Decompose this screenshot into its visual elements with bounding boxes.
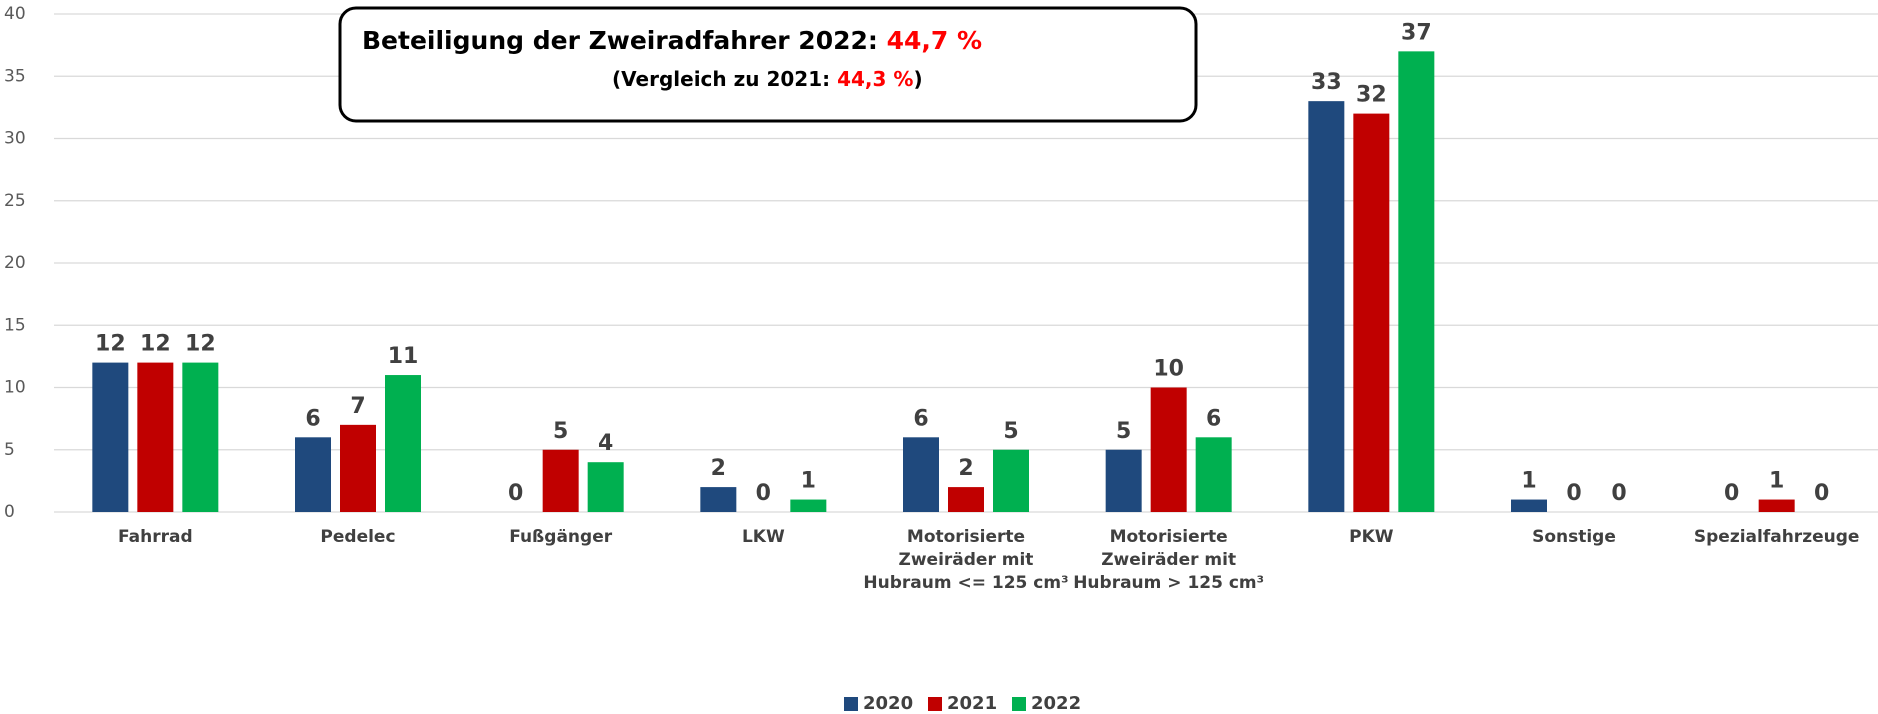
annotation-highlight: 44,7 % bbox=[887, 26, 982, 55]
x-tick-label-box: Pedelec bbox=[320, 527, 396, 547]
annotation-text: Beteiligung der Zweiradfahrer 2022: bbox=[362, 26, 887, 55]
x-tick-label: Spezialfahrzeuge bbox=[1693, 527, 1860, 547]
y-tick-label: 20 bbox=[4, 253, 26, 273]
bar bbox=[385, 375, 421, 512]
data-label: 0 bbox=[508, 481, 523, 506]
x-tick-label: Sonstige bbox=[1532, 527, 1616, 547]
x-tick-label: Motorisierte Zweiräder mit Hubraum <= 12… bbox=[863, 527, 1069, 593]
data-label: 10 bbox=[1153, 357, 1184, 382]
bar bbox=[903, 437, 939, 512]
bar bbox=[587, 462, 624, 512]
legend-swatch bbox=[928, 697, 942, 711]
y-tick-label: 0 bbox=[4, 502, 15, 522]
bar bbox=[542, 449, 579, 512]
y-tick-label: 15 bbox=[4, 315, 26, 335]
y-tick-label: 30 bbox=[4, 129, 26, 149]
data-label: 5 bbox=[553, 419, 568, 444]
legend-swatch bbox=[844, 697, 858, 711]
x-tick-label-box: Fahrrad bbox=[118, 527, 193, 547]
data-label: 4 bbox=[598, 431, 613, 456]
data-label: 5 bbox=[1003, 419, 1018, 444]
y-tick-label: 25 bbox=[4, 191, 26, 211]
bar bbox=[1105, 449, 1142, 512]
y-tick-label: 40 bbox=[4, 4, 26, 24]
data-label: 12 bbox=[185, 332, 216, 357]
x-tick-label: PKW bbox=[1349, 527, 1394, 547]
data-label: 6 bbox=[1206, 406, 1221, 431]
bar bbox=[1398, 51, 1435, 512]
x-tick-label-box: Motorisierte Zweiräder mit Hubraum > 125… bbox=[1073, 527, 1265, 593]
annotation-line2: (Vergleich zu 2021: 44,3 %) bbox=[612, 67, 923, 91]
legend-label: 2020 bbox=[863, 693, 913, 714]
data-label: 1 bbox=[1769, 469, 1784, 494]
annotation-highlight: 44,3 % bbox=[837, 67, 913, 91]
x-tick-label-box: LKW bbox=[741, 527, 785, 547]
data-label: 6 bbox=[305, 406, 320, 431]
data-label: 37 bbox=[1401, 20, 1432, 45]
data-label: 12 bbox=[140, 332, 171, 357]
x-tick-label-box: Fußgänger bbox=[509, 527, 613, 547]
x-tick-label-box: Motorisierte Zweiräder mit Hubraum <= 12… bbox=[863, 527, 1069, 593]
bar bbox=[340, 424, 376, 512]
annotation-text: (Vergleich zu 2021: bbox=[612, 67, 837, 91]
data-label: 12 bbox=[95, 332, 126, 357]
data-label: 32 bbox=[1356, 83, 1387, 108]
data-label: 7 bbox=[350, 394, 365, 419]
bar bbox=[137, 362, 174, 512]
data-label: 2 bbox=[958, 456, 973, 481]
legend-label: 2021 bbox=[947, 693, 997, 714]
data-label: 0 bbox=[1611, 481, 1626, 506]
x-tick-label-box: PKW bbox=[1349, 527, 1394, 547]
data-label: 5 bbox=[1116, 419, 1131, 444]
y-tick-label: 5 bbox=[4, 440, 15, 460]
legend-swatch bbox=[1012, 697, 1026, 711]
x-tick-label: LKW bbox=[741, 527, 785, 547]
x-tick-label-box: Sonstige bbox=[1532, 527, 1616, 547]
bar bbox=[1150, 387, 1187, 512]
bar bbox=[1758, 499, 1795, 512]
bar bbox=[700, 487, 737, 512]
y-tick-label: 35 bbox=[4, 66, 26, 86]
data-label: 33 bbox=[1311, 70, 1342, 95]
annotation-line1: Beteiligung der Zweiradfahrer 2022: 44,7… bbox=[362, 26, 982, 55]
data-label: 0 bbox=[1814, 481, 1829, 506]
data-label: 0 bbox=[1724, 481, 1739, 506]
bar bbox=[1195, 437, 1232, 512]
data-label: 1 bbox=[801, 469, 816, 494]
x-tick-label: Fahrrad bbox=[118, 527, 193, 547]
x-tick-label: Fußgänger bbox=[509, 527, 613, 547]
bar bbox=[948, 487, 984, 512]
annotation-text: ) bbox=[913, 67, 922, 91]
bar bbox=[790, 499, 827, 512]
y-tick-label: 10 bbox=[4, 378, 26, 398]
x-tick-label-box: Spezialfahrzeuge bbox=[1693, 527, 1860, 547]
x-tick-label: Motorisierte Zweiräder mit Hubraum > 125… bbox=[1073, 527, 1265, 593]
data-label: 1 bbox=[1521, 469, 1536, 494]
bar bbox=[182, 362, 219, 512]
bar bbox=[1353, 113, 1390, 512]
bar bbox=[92, 362, 129, 512]
x-tick-label: Pedelec bbox=[320, 527, 396, 547]
bar bbox=[1308, 101, 1345, 513]
legend-label: 2022 bbox=[1031, 693, 1081, 714]
data-label: 0 bbox=[1566, 481, 1581, 506]
data-label: 2 bbox=[711, 456, 726, 481]
bar bbox=[295, 437, 331, 512]
bar bbox=[1511, 499, 1547, 512]
data-label: 0 bbox=[756, 481, 771, 506]
data-label: 6 bbox=[913, 406, 928, 431]
data-label: 11 bbox=[388, 344, 419, 369]
bar bbox=[993, 449, 1029, 512]
annotation-box bbox=[338, 6, 1198, 123]
